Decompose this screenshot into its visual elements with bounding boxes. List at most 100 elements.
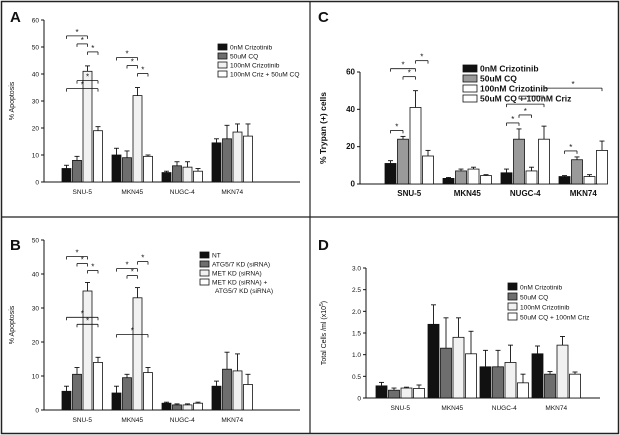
x-tick-label: SNU-5: [390, 405, 410, 412]
bar: [82, 290, 93, 411]
x-tick-label: NUGC-4: [492, 405, 517, 412]
bar: [525, 170, 538, 185]
significance-star: *: [75, 28, 78, 37]
legend-label: MET KD (siRNA) +: [212, 280, 268, 287]
y-tick-label: 0: [35, 180, 39, 187]
significance-star: *: [569, 143, 572, 152]
significance-star: *: [420, 53, 423, 62]
bar: [467, 168, 480, 185]
legend-swatch: [462, 74, 478, 83]
bar: [243, 384, 253, 411]
bar: [111, 392, 122, 411]
significance-star: *: [81, 36, 84, 45]
panel-label: C: [318, 9, 329, 26]
significance-star: *: [530, 88, 533, 97]
x-tick-label: MKN45: [441, 405, 463, 412]
bar: [492, 366, 504, 399]
legend-swatch: [199, 278, 210, 286]
bar: [72, 373, 82, 411]
bar: [93, 361, 103, 411]
bar: [409, 107, 422, 185]
legend-swatch: [462, 64, 478, 73]
bar: [122, 377, 132, 411]
bar: [455, 170, 467, 185]
y-tick-label: 20: [32, 126, 40, 133]
bar: [544, 373, 556, 399]
significance-star: *: [141, 66, 144, 75]
bar: [143, 372, 153, 411]
bar: [479, 366, 492, 399]
bar: [111, 154, 122, 183]
legend-swatch: [507, 302, 518, 311]
legend-swatch: [462, 84, 478, 93]
y-tick-label: 0: [35, 408, 39, 415]
y-tick-label: 60: [346, 68, 355, 77]
bar: [517, 382, 529, 399]
legend-swatch: [507, 292, 518, 301]
significance-star: *: [524, 107, 527, 116]
legend-swatch: [199, 260, 210, 268]
panel-c: C 0 20 40 60 % Trypan (+) cells SNU-5 MKN45 NUGC…: [318, 9, 608, 198]
x-tick-label: SNU-5: [397, 189, 422, 198]
bar: [93, 130, 103, 183]
y-tick-label: 2.5: [352, 287, 361, 294]
bar: [193, 402, 203, 411]
bar: [442, 177, 455, 185]
panel-label: D: [318, 237, 329, 254]
bar: [172, 404, 182, 411]
bar: [211, 385, 222, 411]
y-tick-label: 60: [32, 18, 40, 25]
legend-swatch: [217, 43, 228, 51]
legend-label: NT: [212, 253, 221, 260]
bar: [465, 353, 477, 399]
y-tick-label: 20: [32, 340, 40, 347]
significance-star: *: [408, 69, 411, 78]
legend-label: 0nM Crizotinib: [480, 64, 539, 74]
y-tick-label: 2.0: [352, 309, 361, 316]
y-tick-label: 40: [32, 272, 40, 279]
significance-star: *: [81, 309, 84, 318]
significance-star: *: [571, 80, 574, 89]
legend-swatch: [199, 251, 210, 259]
bar: [397, 138, 409, 185]
legend-label: 0nM Crizotinib: [230, 45, 272, 52]
bar: [400, 387, 413, 399]
bar: [132, 297, 143, 411]
bar: [222, 138, 232, 183]
bar: [558, 176, 571, 185]
x-tick-label: NUGC-4: [170, 189, 195, 196]
bar: [211, 142, 222, 183]
y-tick-label: 50: [32, 238, 40, 245]
bar: [82, 70, 93, 183]
legend-swatch: [462, 94, 478, 103]
y-tick-label: 40: [32, 72, 40, 79]
y-axis-label: % Trypan (+) cells: [318, 92, 328, 164]
y-tick-label: 0: [351, 180, 356, 189]
legend-label: 50uM CQ: [520, 295, 548, 302]
legend-label: 50uM CQ + 100nM Criz: [520, 315, 589, 322]
significance-star: *: [511, 115, 514, 124]
bar: [422, 155, 434, 185]
y-tick-label: 1.0: [352, 352, 361, 359]
x-tick-label: MKN74: [545, 405, 567, 412]
significance-star: *: [524, 96, 527, 105]
legend-label: 100nM Crizotinib: [230, 63, 280, 70]
y-tick-label: 30: [32, 99, 40, 106]
panel-label: B: [10, 237, 21, 254]
bar: [132, 95, 143, 183]
bar: [513, 138, 525, 185]
bar: [596, 149, 608, 185]
significance-star: *: [395, 122, 398, 131]
legend-swatch: [217, 52, 228, 60]
significance-star: *: [125, 261, 128, 270]
y-tick-label: 10: [32, 374, 40, 381]
bar: [232, 370, 243, 411]
significance-star: *: [86, 73, 89, 82]
y-axis-label: Total Cells /ml (x105): [319, 301, 328, 365]
bar: [61, 390, 72, 411]
bar: [583, 176, 596, 185]
legend-swatch: [217, 61, 228, 69]
bar: [182, 404, 193, 411]
significance-star: *: [91, 44, 94, 53]
legend-label: 50uM CQ: [230, 54, 258, 61]
